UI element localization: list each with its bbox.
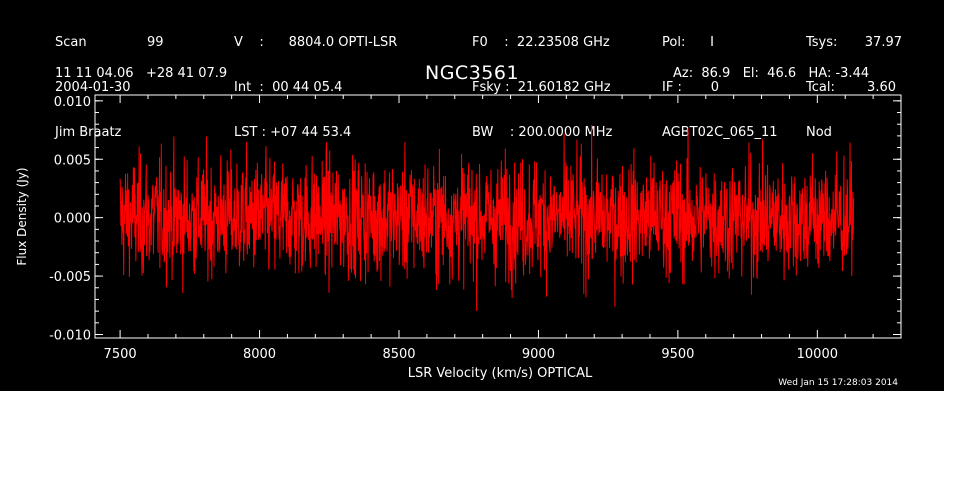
- tsys-label: Tsys:: [806, 35, 838, 50]
- x-tick-label: 8000: [243, 347, 276, 362]
- polarization: Pol: I: [662, 35, 714, 50]
- spectrum-chart: 0.010 0.005 0.000 -0.005 -0.010 7500 8000 8500…: [15, 94, 902, 381]
- x-tick-label: 7500: [104, 347, 137, 362]
- header-col-frequency: F0 : 22.23508 GHz Fsky : 21.60182 GHz BW…: [472, 5, 612, 170]
- plot-timestamp: Wed Jan 15 17:28:03 2014: [778, 378, 898, 388]
- y-axis-label: Flux Density (Jy): [15, 167, 29, 265]
- telescope-pointing: Az: 86.9 El: 46.6 HA: -3.44: [673, 66, 870, 81]
- tsys-value: 37.97: [864, 35, 902, 50]
- scan-number: 99: [147, 35, 164, 50]
- rest-frequency: F0 : 22.23508 GHz: [472, 35, 610, 50]
- observation-date: 2004-01-30: [55, 80, 131, 95]
- header-col-velocity: V : 8804.0 OPTI-LSR Int : 00 44 05.4 LST…: [234, 5, 397, 170]
- x-tick-label: 10000: [797, 347, 838, 362]
- x-tick-label: 9500: [661, 347, 694, 362]
- header-col-scan: Scan 99 2004-01-30 Jim Braatz: [55, 5, 164, 170]
- if-number: IF : 0: [662, 80, 720, 95]
- observer-name: Jim Braatz: [55, 125, 122, 140]
- tcal-value: 3.60: [867, 80, 896, 95]
- header-col-tsys: Tsys: 37.97 Tcal: 3.60 Nod: [806, 5, 902, 170]
- x-axis-label: LSR Velocity (km/s) OPTICAL: [408, 366, 593, 381]
- y-tick-label: 0.005: [54, 153, 91, 168]
- y-axis-ticks: 0.010 0.005 0.000 -0.005 -0.010: [49, 95, 901, 343]
- integration-time: Int : 00 44 05.4: [234, 80, 343, 95]
- spectrum-trace: [119, 124, 855, 311]
- spectrum-plot-panel: Scan 99 2004-01-30 Jim Braatz V : 8804.0 …: [0, 0, 944, 391]
- x-tick-label: 8500: [382, 347, 415, 362]
- y-tick-label: 0.010: [54, 95, 91, 110]
- source-name: NGC3561: [425, 62, 520, 84]
- scan-label: Scan: [55, 35, 87, 50]
- source-coordinates: 11 11 04.06 +28 41 07.9: [55, 66, 228, 81]
- x-axis-ticks: 7500 8000 8500 9000 9500 10000: [104, 95, 874, 362]
- tcal-label: Tcal:: [806, 80, 835, 95]
- y-tick-label: 0.000: [54, 212, 91, 227]
- lst-value: LST : +07 44 53.4: [234, 125, 352, 140]
- y-tick-label: -0.005: [49, 270, 91, 285]
- velocity-info: V : 8804.0 OPTI-LSR: [234, 35, 398, 50]
- project-id: AGBT02C_065_11: [662, 125, 778, 140]
- x-tick-label: 9000: [522, 347, 555, 362]
- plot-frame: [94, 94, 902, 339]
- procedure-name: Nod: [806, 125, 832, 140]
- y-tick-label: -0.010: [49, 328, 91, 343]
- sky-frequency: Fsky : 21.60182 GHz: [472, 80, 611, 95]
- header-col-pol: Pol: I IF : 0 AGBT02C_065_11: [662, 5, 778, 170]
